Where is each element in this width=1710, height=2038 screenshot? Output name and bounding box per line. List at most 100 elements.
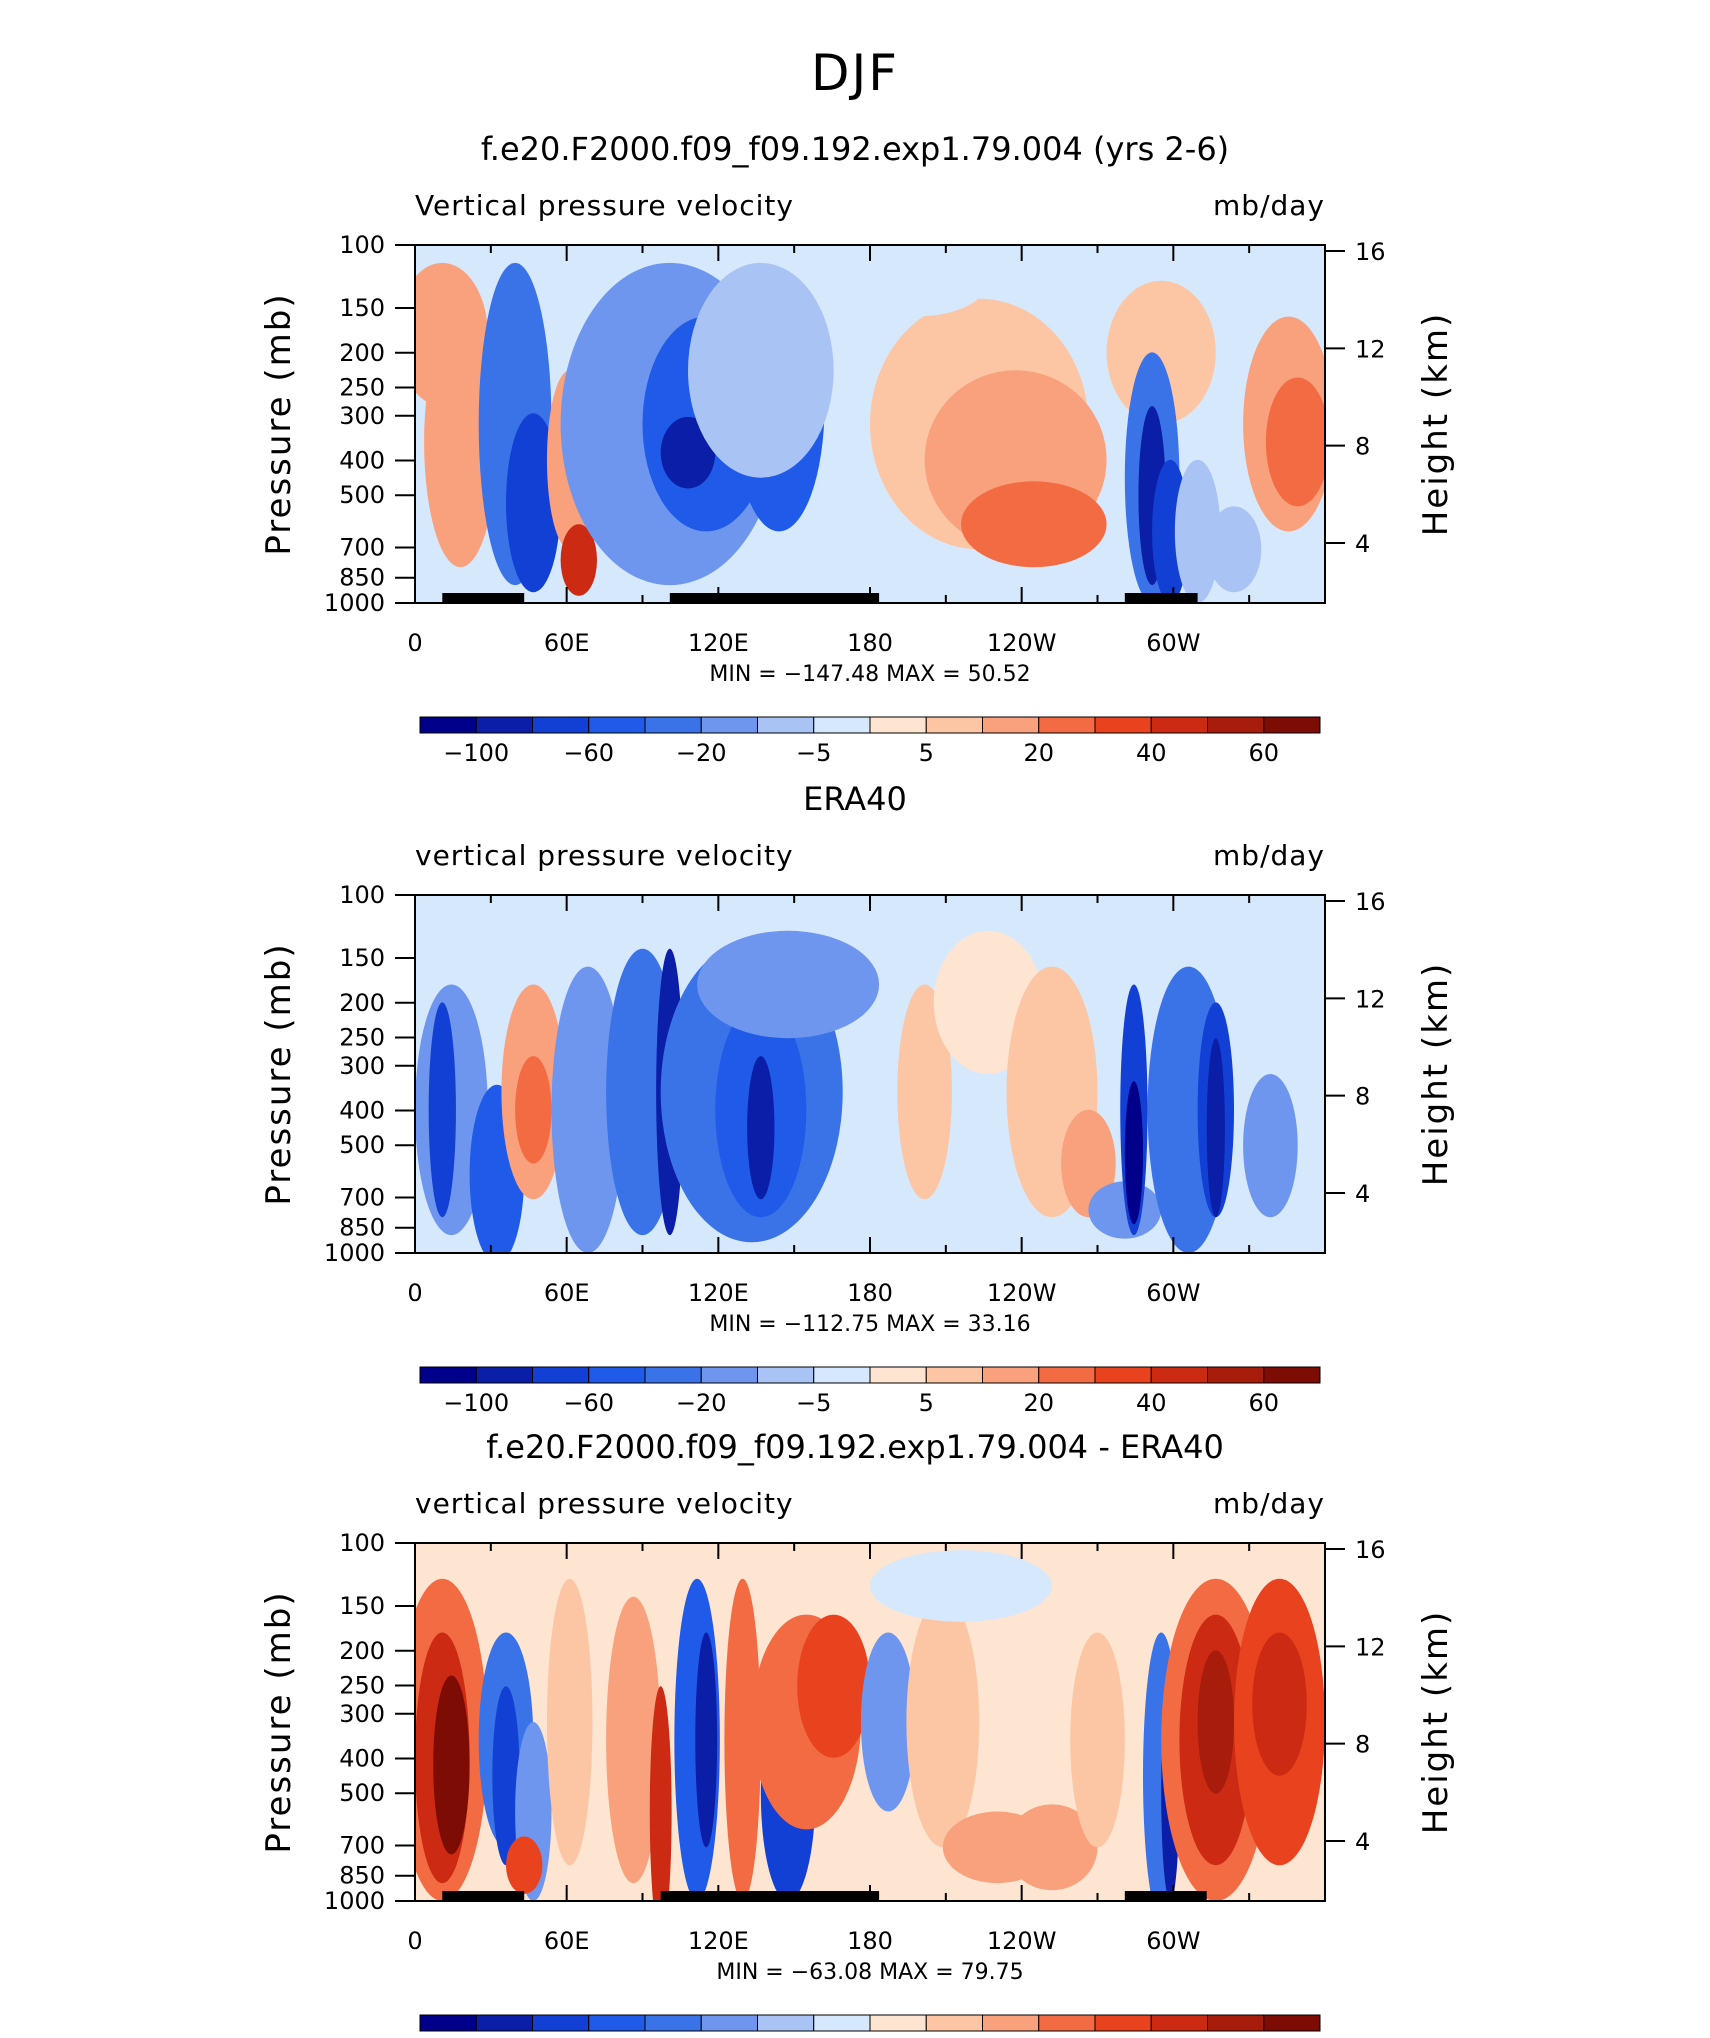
y-axis-label: Pressure (mb) (259, 1590, 299, 1853)
y-tick-label: 850 (339, 1862, 385, 1890)
colorbar-label: −5 (796, 1389, 831, 1415)
y-tick-label: 1000 (324, 589, 385, 617)
right-tick-label: 4 (1355, 530, 1370, 558)
colorbar-label: −20 (676, 739, 727, 765)
contour-region (1070, 1632, 1125, 1848)
min-max-text: MIN = −147.48 MAX = 50.52 (709, 662, 1030, 687)
y-tick-label: 400 (339, 1745, 385, 1773)
colorbar-box (982, 716, 1040, 734)
colorbar-box (1207, 1366, 1265, 1384)
panel-2-chart: vertical pressure velocity mb/day 0 60E 120E… (259, 839, 1456, 1415)
y-tick-label: 700 (339, 534, 385, 562)
colorbar-box (925, 1366, 983, 1384)
y-tick-label: 100 (339, 231, 385, 259)
right-tick-label: 8 (1355, 433, 1370, 461)
panel-3-chart: vertical pressure velocity mb/day 0 60E 120E… (259, 1487, 1456, 2038)
colorbar-box (925, 2014, 983, 2032)
panel-2-title: ERA40 (803, 780, 907, 818)
colorbar-box (757, 1366, 815, 1384)
figure-title: DJF (810, 44, 899, 102)
x-tick-label: 60E (544, 1279, 590, 1307)
contour-region (515, 1056, 552, 1164)
colorbar-label: 60 (1248, 1389, 1279, 1415)
colorbar-box (1038, 716, 1096, 734)
y-tick-label: 400 (339, 447, 385, 475)
y-tick-label: 1000 (324, 1239, 385, 1267)
units-label: mb/day (1213, 1487, 1325, 1520)
contour-region (1243, 1074, 1298, 1218)
x-tick-label: 120W (987, 1279, 1057, 1307)
x-tick-label: 60E (544, 1927, 590, 1955)
min-max-text: MIN = −63.08 MAX = 79.75 (716, 1960, 1023, 1985)
contour-region (695, 1632, 718, 1848)
min-max-text: MIN = −112.75 MAX = 33.16 (709, 1312, 1030, 1337)
land-mask (660, 1891, 880, 1901)
land-mask (442, 593, 525, 603)
x-tick-label: 0 (407, 1279, 422, 1307)
right-axis-label: Height (km) (1416, 962, 1456, 1187)
land-mask (1124, 593, 1198, 603)
x-tick-label: 60W (1146, 1927, 1200, 1955)
y-tick-label: 200 (339, 339, 385, 367)
y-tick-label: 250 (339, 373, 385, 401)
contour-region (492, 1686, 520, 1866)
contour-region (724, 1578, 761, 1901)
y-tick-label: 1000 (324, 1887, 385, 1915)
y-tick-label: 300 (339, 402, 385, 430)
colorbar-box (532, 1366, 590, 1384)
colorbar-label: −5 (796, 739, 831, 765)
colorbar-box (588, 1366, 646, 1384)
contour-region (961, 481, 1107, 568)
colorbar-label: 60 (1248, 739, 1279, 765)
y-tick-label: 500 (339, 481, 385, 509)
panel-1-title: f.e20.F2000.f09_f09.192.exp1.79.004 (yrs… (480, 130, 1230, 168)
contour-region (433, 1675, 470, 1855)
colorbar-box (475, 716, 533, 734)
colorbar-box (644, 1366, 702, 1384)
y-tick-label: 300 (339, 1700, 385, 1728)
contour-region (1206, 1038, 1225, 1218)
contour-region (747, 1056, 775, 1200)
panel-3-title: f.e20.F2000.f09_f09.192.exp1.79.004 - ER… (486, 1428, 1224, 1466)
y-tick-label: 200 (339, 1637, 385, 1665)
x-tick-label: 120W (987, 629, 1057, 657)
colorbar-label: 5 (919, 1389, 934, 1415)
contour-region (697, 930, 880, 1039)
y-tick-label: 700 (339, 1184, 385, 1212)
colorbar-box (475, 2014, 533, 2032)
right-tick-label: 16 (1355, 888, 1386, 916)
contour-region (870, 1550, 1052, 1622)
y-tick-label: 150 (339, 1592, 385, 1620)
colorbar-box (1038, 1366, 1096, 1384)
colorbar-box (1263, 716, 1321, 734)
y-tick-label: 150 (339, 294, 385, 322)
variable-label: vertical pressure velocity (415, 839, 794, 872)
colorbar-box (1150, 2014, 1208, 2032)
contour-region (1252, 1632, 1307, 1776)
colorbar-label: −60 (563, 739, 614, 765)
colorbar-label: −100 (443, 739, 509, 765)
contour-field (415, 245, 1325, 603)
contour-region (649, 1686, 672, 1901)
colorbar-box (700, 2014, 758, 2032)
colorbar-box (925, 716, 983, 734)
land-mask (442, 1891, 525, 1901)
x-tick-label: 180 (847, 629, 893, 657)
x-tick-label: 120E (688, 1279, 749, 1307)
colorbar-box (757, 716, 815, 734)
variable-label: Vertical pressure velocity (415, 189, 794, 222)
colorbar-box (419, 716, 477, 734)
colorbar-box (1207, 2014, 1265, 2032)
contour-field (415, 1543, 1325, 1901)
right-tick-label: 16 (1355, 238, 1386, 266)
contour-field (415, 895, 1325, 1253)
colorbar-box (813, 716, 871, 734)
panel-1-chart: Vertical pressure velocity mb/day 0 60E 120E… (259, 189, 1456, 765)
contour-region (424, 316, 497, 568)
y-tick-label: 250 (339, 1671, 385, 1699)
contour-region (560, 524, 597, 596)
y-tick-label: 500 (339, 1131, 385, 1159)
x-tick-label: 60W (1146, 1279, 1200, 1307)
y-tick-label: 400 (339, 1097, 385, 1125)
units-label: mb/day (1213, 189, 1325, 222)
